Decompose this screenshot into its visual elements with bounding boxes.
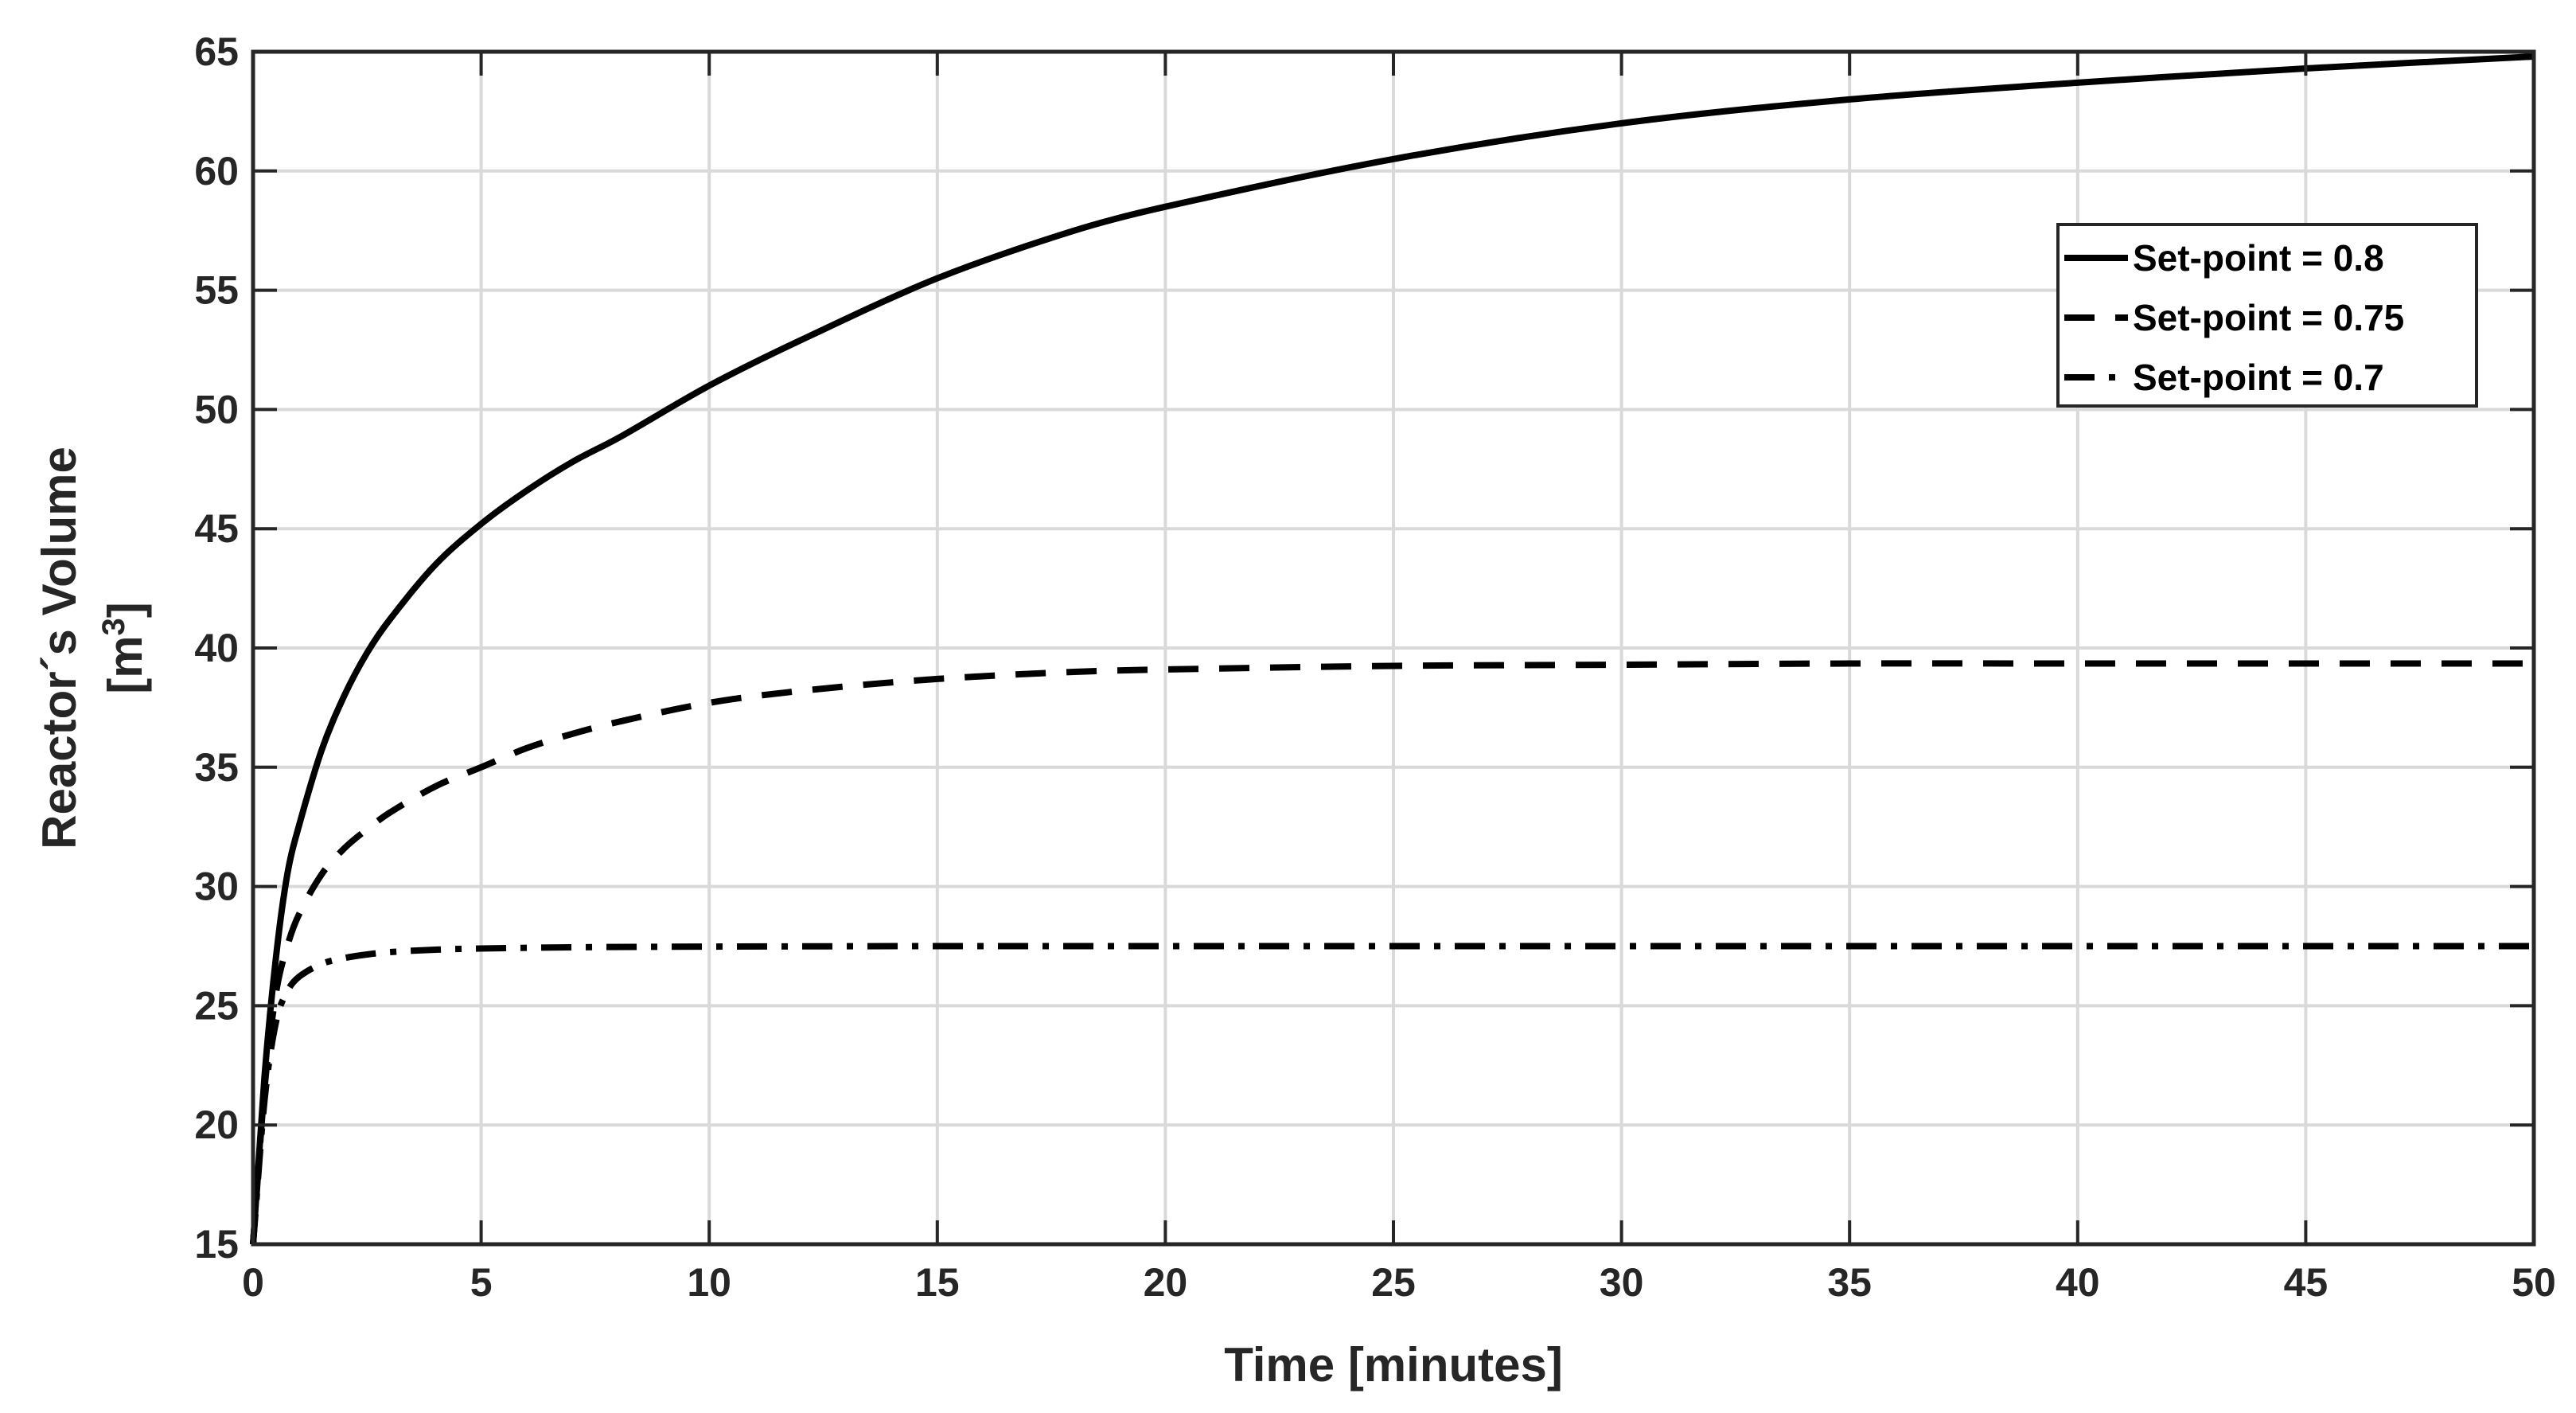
legend-label-1: Set-point = 0.8 <box>2133 237 2384 279</box>
y-tick-label: 55 <box>194 268 239 313</box>
x-tick-label: 30 <box>1600 1260 1644 1305</box>
y-tick-label: 15 <box>194 1222 239 1267</box>
y-tick-label: 40 <box>194 626 239 670</box>
y-axis-unit-base: [m <box>99 635 152 693</box>
y-tick-label: 60 <box>194 149 239 193</box>
x-tick-label: 50 <box>2512 1260 2556 1305</box>
legend: Set-point = 0.8 Set-point = 0.75 Set-point… <box>2056 223 2478 408</box>
series-lines <box>250 53 2535 1245</box>
y-tick-label: 30 <box>194 865 239 909</box>
y-axis-unit-superscript: 3 <box>96 618 131 635</box>
y-axis-label: Reactor´s Volume [m3] <box>33 447 152 849</box>
x-tick-label: 10 <box>687 1260 731 1305</box>
y-axis-label-line2: [m3] <box>96 602 152 694</box>
x-tick-label: 15 <box>915 1260 960 1305</box>
series-line-2 <box>250 660 2534 1245</box>
x-axis-label: Time [minutes] <box>1224 1338 1563 1392</box>
x-tick-label: 45 <box>2284 1260 2329 1305</box>
y-tick-label: 45 <box>194 506 239 551</box>
y-axis-label-line1: Reactor´s Volume <box>33 447 86 849</box>
y-axis-unit-close: ] <box>99 602 152 618</box>
x-tick-label: 35 <box>1827 1260 1872 1305</box>
legend-label-3: Set-point = 0.7 <box>2133 357 2384 398</box>
series-line-3 <box>250 943 2534 1245</box>
axis-ticks: 0 5 10 15 20 25 30 35 40 45 50 15 20 25 30 35 40 45 50 55 60… <box>194 29 2555 1305</box>
y-tick-label: 20 <box>194 1103 239 1147</box>
x-tick-label: 20 <box>1144 1260 1188 1305</box>
y-tick-label: 65 <box>194 29 239 74</box>
legend-label-2: Set-point = 0.75 <box>2133 297 2404 338</box>
series-line-1 <box>250 53 2535 1245</box>
x-tick-label: 0 <box>242 1260 264 1305</box>
x-tick-label: 5 <box>470 1260 493 1305</box>
x-tick-label: 25 <box>1371 1260 1416 1305</box>
y-tick-label: 50 <box>194 387 239 431</box>
x-tick-label: 40 <box>2056 1260 2100 1305</box>
y-tick-label: 25 <box>194 983 239 1028</box>
y-tick-label: 35 <box>194 745 239 790</box>
